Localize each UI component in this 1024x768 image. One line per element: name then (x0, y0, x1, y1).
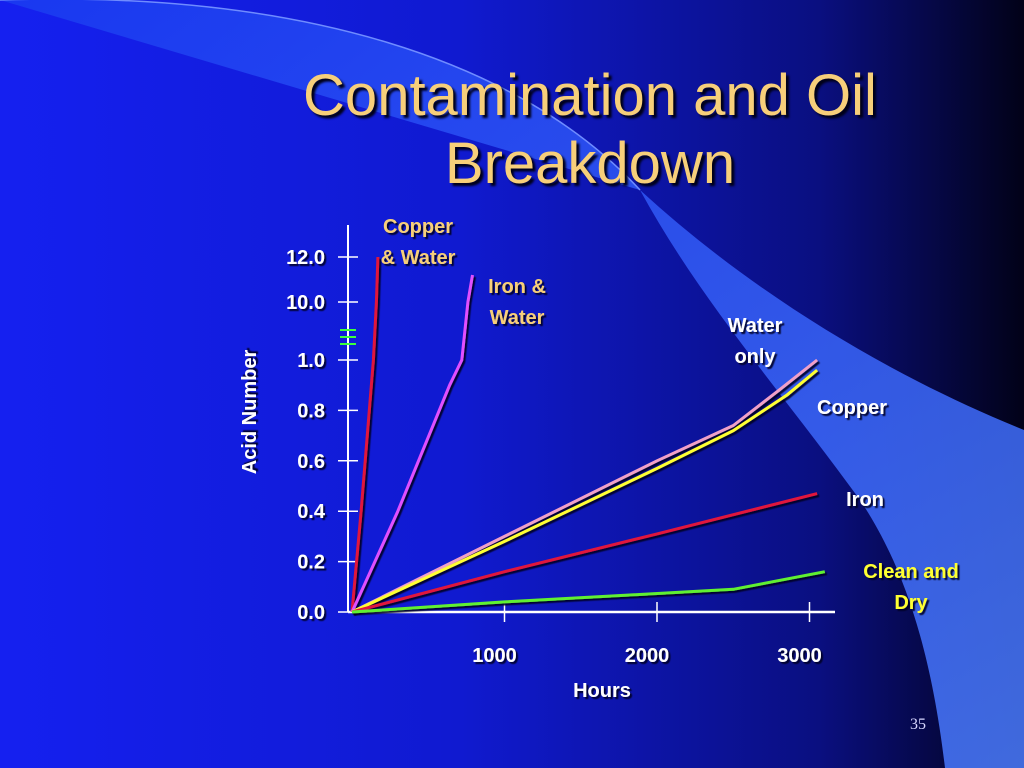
series-label-copper-water: Copper & Water (381, 216, 456, 269)
series-label-iron: Iron (846, 489, 884, 511)
series-label-clean-and-dry: Clean and Dry (863, 561, 959, 614)
series-label-copper: Copper (817, 397, 887, 419)
title-line-1: Contamination and Oil (303, 63, 877, 128)
x-tick-label: 2000 (625, 645, 670, 667)
series-line-water-only (351, 358, 819, 614)
x-tick-label: 1000 (472, 645, 517, 667)
y-tick-label: 0.4 (297, 501, 326, 523)
title-line-2: Breakdown (444, 131, 736, 196)
y-ticks: 0.0 0.2 0.4 0.6 0.8 1.0 10.0 12.0 (286, 247, 358, 624)
series-label-water-only: Water only (728, 315, 783, 368)
y-tick-label: 0.6 (297, 451, 325, 473)
series-lines (350, 256, 826, 614)
series-line-iron-water (350, 274, 474, 613)
y-tick-label: 10.0 (286, 292, 325, 314)
y-axis-label: Acid Number (239, 350, 261, 475)
chart-axes (340, 225, 835, 614)
x-axis-label: Hours (573, 680, 631, 702)
series-line-iron (351, 492, 818, 614)
series-line-copper-water (350, 256, 380, 613)
series-line-clean-and-dry (351, 570, 826, 614)
series-labels: Copper & Water Iron & Water Water only Copper I… (381, 216, 959, 614)
y-tick-label: 1.0 (297, 350, 325, 372)
x-tick-label: 3000 (777, 645, 822, 667)
y-tick-label: 0.2 (297, 552, 325, 574)
slide-title: Contamination and Oil Breakdown (180, 62, 1000, 198)
x-ticks: 1000 2000 3000 (472, 602, 822, 667)
y-axis-break-icon (340, 329, 356, 345)
series-line-copper (351, 368, 819, 614)
y-tick-label: 0.8 (297, 400, 325, 422)
y-tick-label: 0.0 (297, 602, 325, 624)
slide-number: 35 (910, 716, 926, 733)
series-label-iron-water: Iron & Water (488, 276, 546, 329)
y-tick-label: 12.0 (286, 247, 325, 269)
